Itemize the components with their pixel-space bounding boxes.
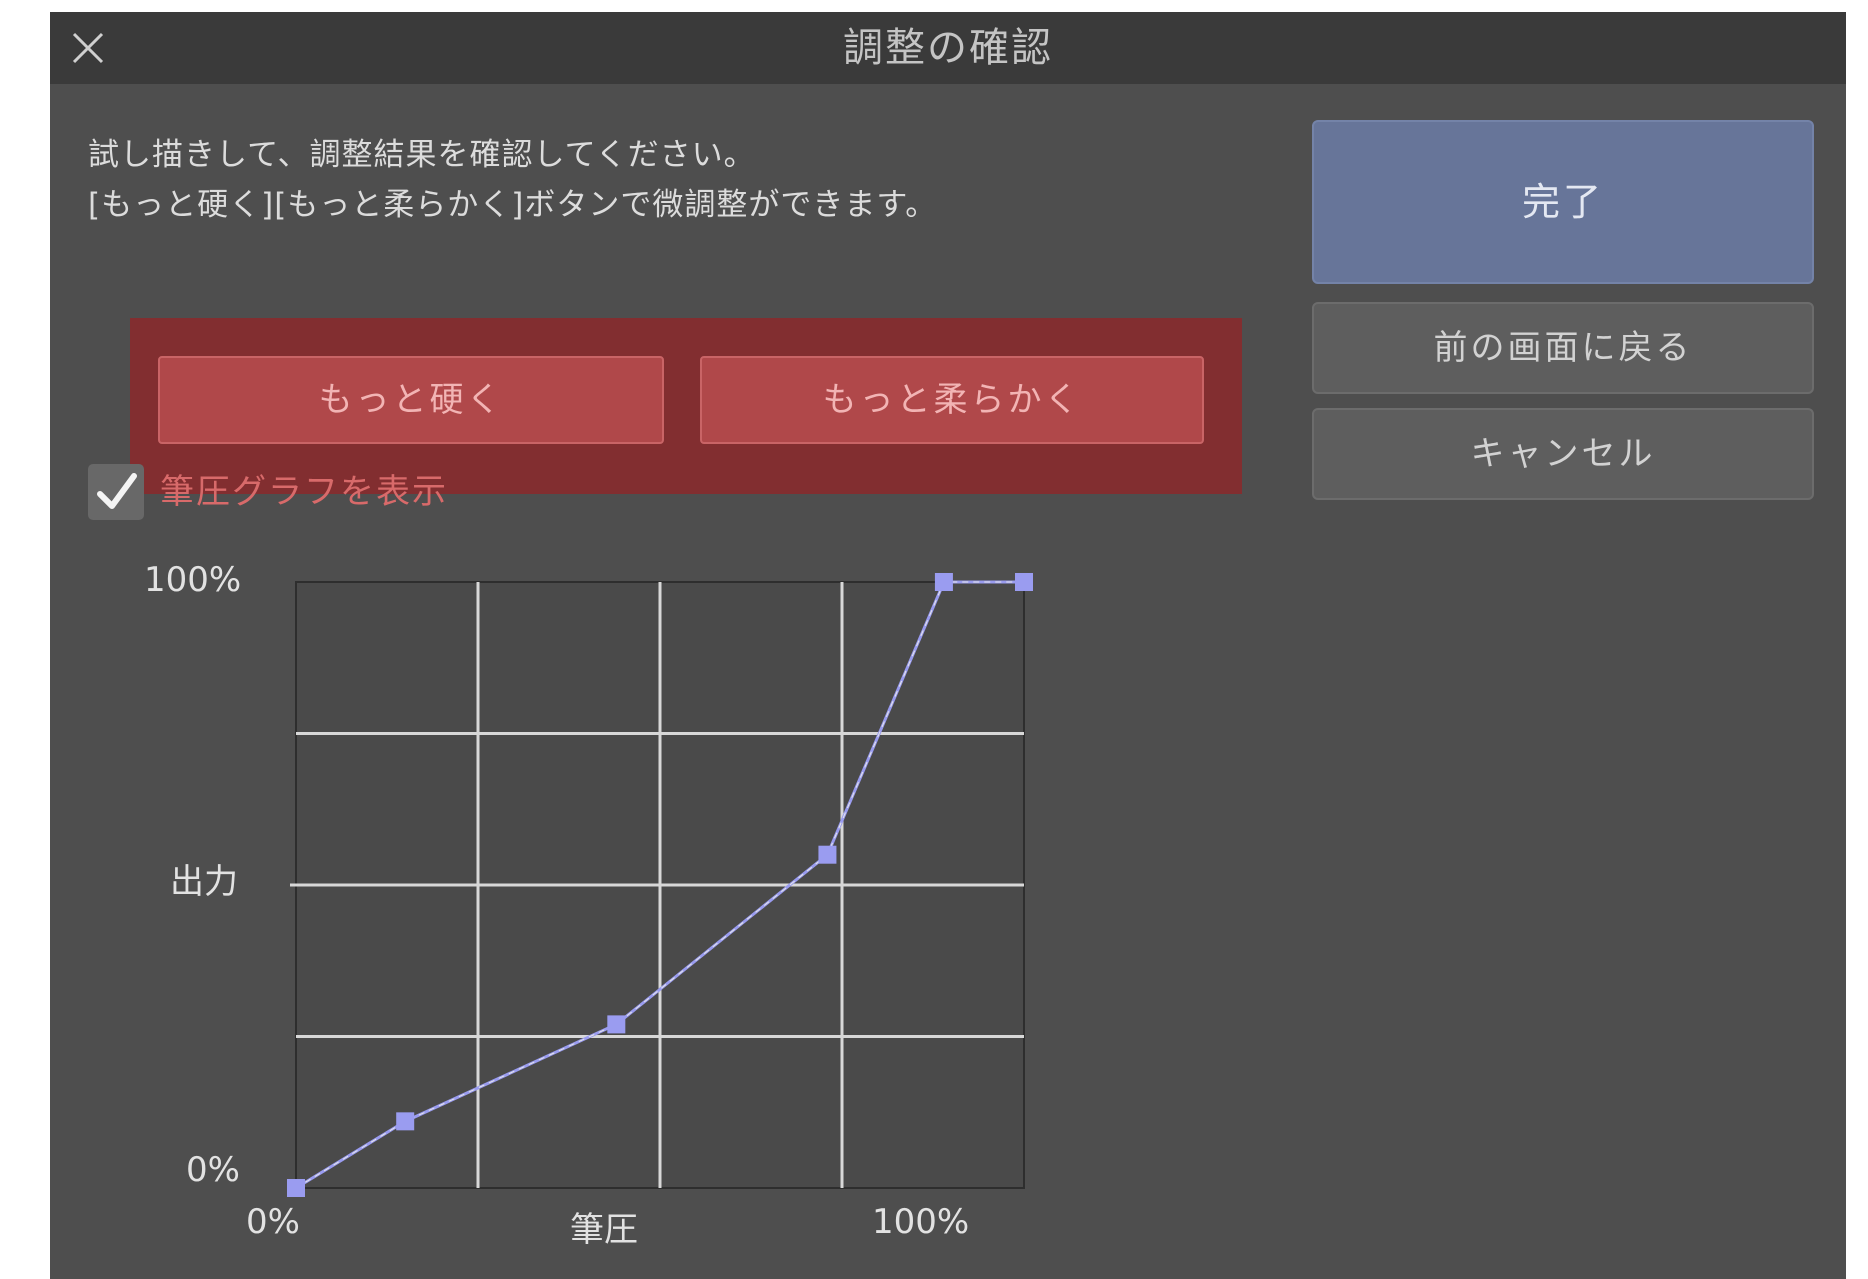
pressure-curve-graph[interactable] [246,550,1046,1210]
dialog-title: 調整の確認 [843,25,1053,71]
curve-control-point[interactable] [396,1112,415,1131]
done-button[interactable]: 完了 [1312,120,1814,284]
instructions: 試し描きして、調整結果を確認してください。 [もっと硬く][もっと柔らかく]ボタ… [88,130,937,230]
curve-control-point[interactable] [287,1179,305,1197]
instruction-line-2: [もっと硬く][もっと柔らかく]ボタンで微調整ができます。 [88,187,938,223]
adjustment-confirm-dialog: 調整の確認 試し描きして、調整結果を確認してください。 [もっと硬く][もっと柔… [50,12,1846,1279]
cancel-button[interactable]: キャンセル [1312,408,1814,500]
x-axis-title: 筆圧 [570,1210,638,1250]
softer-button[interactable]: もっと柔らかく [700,356,1204,444]
curve-control-point[interactable] [607,1015,626,1034]
harder-button[interactable]: もっと硬く [158,356,664,444]
show-graph-checkbox[interactable] [88,464,144,520]
back-button[interactable]: 前の画面に戻る [1312,302,1814,394]
title-bar: 調整の確認 [50,12,1846,84]
show-graph-label: 筆圧グラフを表示 [160,472,448,512]
curve-control-point[interactable] [934,573,953,591]
curve-control-point[interactable] [1015,573,1033,591]
x-axis-min-label: 0% [246,1202,300,1242]
curve-control-point[interactable] [818,845,837,864]
instruction-line-1: 試し描きして、調整結果を確認してください。 [88,137,756,173]
y-axis-title: 出力 [170,862,238,902]
y-axis-min-label: 0% [186,1150,240,1190]
checkmark-icon [97,473,137,509]
graph-grid [290,581,1025,1189]
y-axis-max-label: 100% [144,560,242,600]
graph-control-points[interactable] [287,573,1033,1197]
x-axis-max-label: 100% [872,1202,970,1242]
pressure-curve-outline [295,581,1024,1189]
graph-curve[interactable] [295,580,1024,1190]
close-icon[interactable] [60,20,116,76]
